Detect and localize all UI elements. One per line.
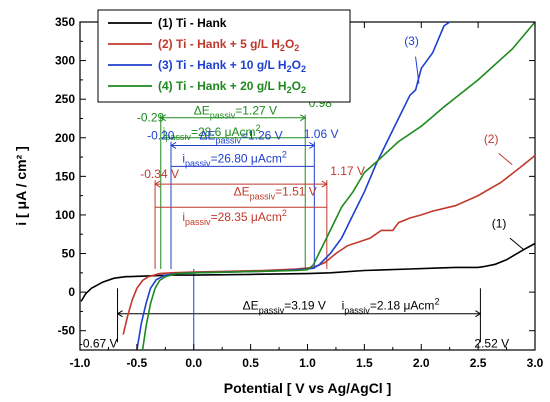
red-right-label: 1.17 V bbox=[330, 164, 365, 178]
y-tick-label: 150 bbox=[55, 169, 75, 183]
x-tick-label: 0.5 bbox=[242, 356, 259, 370]
red-bracket-arrow-left bbox=[154, 180, 161, 188]
red-dE-label: ΔEpassiv=1.51 V bbox=[234, 185, 317, 202]
black-bracket-arrow-left bbox=[116, 310, 123, 318]
black-right-label: 2.52 V bbox=[474, 337, 509, 351]
legend-label: (1) Ti - Hank bbox=[158, 16, 227, 30]
axes: -1.0 -0.5 0.0 0.5 1.0 1.5 2.0 2.5 3.0 -50 0 50 100 15… bbox=[13, 15, 544, 396]
x-tick-label: -0.5 bbox=[127, 356, 148, 370]
y-tick-label: 100 bbox=[55, 208, 75, 222]
green-dE-label: ΔEpassiv=1.27 V bbox=[194, 104, 277, 121]
blue-left-label: -0.20 bbox=[147, 128, 175, 142]
legend-label: (3) Ti - Hank + 10 g/L H2O2 bbox=[158, 58, 306, 74]
red-left-label: -0.34 V bbox=[140, 167, 179, 181]
blue-bracket-arrow-right bbox=[309, 142, 316, 149]
x-tick-label: 2.5 bbox=[470, 356, 487, 370]
legend-label: (4) Ti - Hank + 20 g/L H2O2 bbox=[158, 79, 306, 95]
x-tick-label: 0.0 bbox=[185, 356, 202, 370]
red-i-label: ipassiv=28.35 μAcm2 bbox=[182, 208, 287, 227]
y-tick-label: 0 bbox=[68, 285, 75, 299]
x-tick-label: 2.0 bbox=[413, 356, 430, 370]
black-i-label: ipassiv=2.18 μAcm2 bbox=[342, 297, 440, 316]
blue-i-label: ipassiv=26.80 μAcm2 bbox=[182, 149, 287, 168]
curve-label-3: (3) bbox=[404, 34, 419, 48]
y-tick-label: 200 bbox=[55, 131, 75, 145]
black-bracket-arrow-right bbox=[475, 310, 482, 318]
blue-dE-label: ΔEpassiv=1.26 V bbox=[199, 128, 282, 145]
curve-label-2-pointer bbox=[498, 152, 513, 166]
curve-label-2: (2) bbox=[484, 132, 499, 146]
blue-bracket-arrow-left bbox=[170, 142, 177, 149]
green-bracket-arrow-right bbox=[299, 114, 307, 122]
series-line-4 bbox=[141, 21, 536, 351]
green-bracket-arrow-left bbox=[159, 114, 167, 122]
green-i-label: ipassiv=28.6 μAcm2 bbox=[163, 123, 261, 142]
green-left-label: -0.29 bbox=[137, 111, 165, 125]
series-group bbox=[80, 21, 536, 351]
x-tick-label: 1.5 bbox=[356, 356, 373, 370]
red-bracket-arrow-right bbox=[321, 180, 328, 188]
y-axis-label: i [ μA / cm² ] bbox=[13, 146, 29, 226]
x-tick-label: -1.0 bbox=[70, 356, 91, 370]
blue-right-label: 1.06 V bbox=[304, 127, 339, 141]
curve-label-1-pointer bbox=[509, 237, 524, 251]
y-tick-label: 350 bbox=[55, 15, 75, 29]
legend-label: (2) Ti - Hank + 5 g/L H2O2 bbox=[158, 37, 299, 53]
legend: (1) Ti - Hank (2) Ti - Hank + 5 g/L H2O2 (… bbox=[97, 9, 351, 103]
y-tick-label: 250 bbox=[55, 92, 75, 106]
black-left-label: -0.67 V bbox=[79, 337, 118, 351]
series-line-3 bbox=[136, 21, 451, 351]
x-axis-label: Potential [ V vs Ag/AgCl ] bbox=[224, 380, 392, 396]
x-tick-label: 1.0 bbox=[299, 356, 316, 370]
series-line-2 bbox=[122, 154, 536, 335]
y-tick-label: 300 bbox=[55, 54, 75, 68]
curve-label-1: (1) bbox=[492, 216, 507, 230]
x-tick-label: 3.0 bbox=[527, 356, 544, 370]
series-line-1 bbox=[80, 242, 536, 302]
y-tick-label: -50 bbox=[58, 324, 76, 338]
y-tick-label: 50 bbox=[62, 247, 76, 261]
black-dE-label: ΔEpassiv=3.19 V bbox=[243, 299, 326, 316]
